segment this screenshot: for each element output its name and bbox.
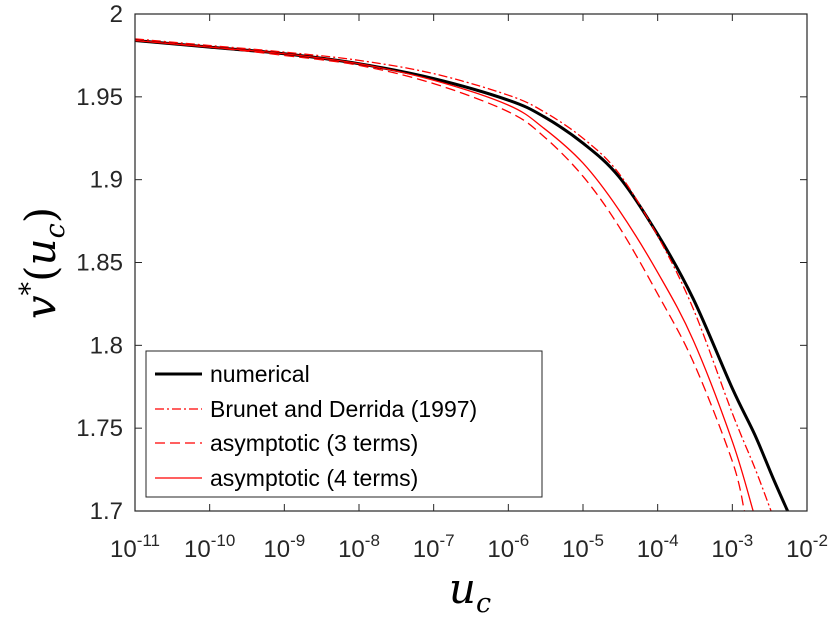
series-line-2 [134, 39, 746, 512]
legend-label-asymptotic-3: asymptotic (3 terms) [210, 430, 418, 456]
x-axis-label: uc [449, 564, 491, 619]
series-line-1 [134, 38, 772, 512]
y-tick-label: 1.75 [76, 415, 123, 442]
legend-label-asymptotic-4: asymptotic (4 terms) [210, 465, 418, 491]
x-tick-label: 10-3 [711, 531, 753, 563]
x-tick-label: 10-5 [562, 531, 604, 563]
x-tick-label: 10-10 [184, 531, 235, 563]
legend: numerical Brunet and Derrida (1997) asym… [145, 350, 543, 498]
y-tick-label: 2 [110, 1, 123, 28]
y-tick-label: 1.85 [76, 250, 123, 277]
series-layer [134, 38, 789, 512]
y-tick-label: 1.95 [76, 84, 123, 111]
y-axis-label: v*(uc) [15, 207, 71, 319]
legend-box [145, 350, 543, 498]
plot-frame [134, 13, 808, 512]
x-axis-ticks: 10-11 10-10 10-9 10-8 10-7 10-6 10-5 10-4 10-3 10… [110, 14, 828, 563]
y-tick-label: 1.9 [90, 167, 123, 194]
x-tick-label: 10-4 [637, 531, 679, 563]
legend-label-brunet-derrida: Brunet and Derrida (1997) [210, 396, 477, 422]
y-tick-label: 1.8 [90, 332, 123, 359]
x-tick-label: 10-7 [413, 531, 455, 563]
x-tick-label: 10-8 [338, 531, 380, 563]
x-tick-label: 10-11 [110, 531, 160, 563]
y-axis-ticks: 1.7 1.75 1.8 1.85 1.9 1.95 2 [76, 1, 807, 525]
y-tick-label: 1.7 [90, 498, 123, 525]
x-tick-label: 10-2 [786, 531, 828, 563]
x-tick-label: 10-9 [263, 531, 305, 563]
legend-label-numerical: numerical [210, 361, 310, 387]
series-line-3 [134, 39, 754, 512]
x-tick-label: 10-6 [487, 531, 529, 563]
